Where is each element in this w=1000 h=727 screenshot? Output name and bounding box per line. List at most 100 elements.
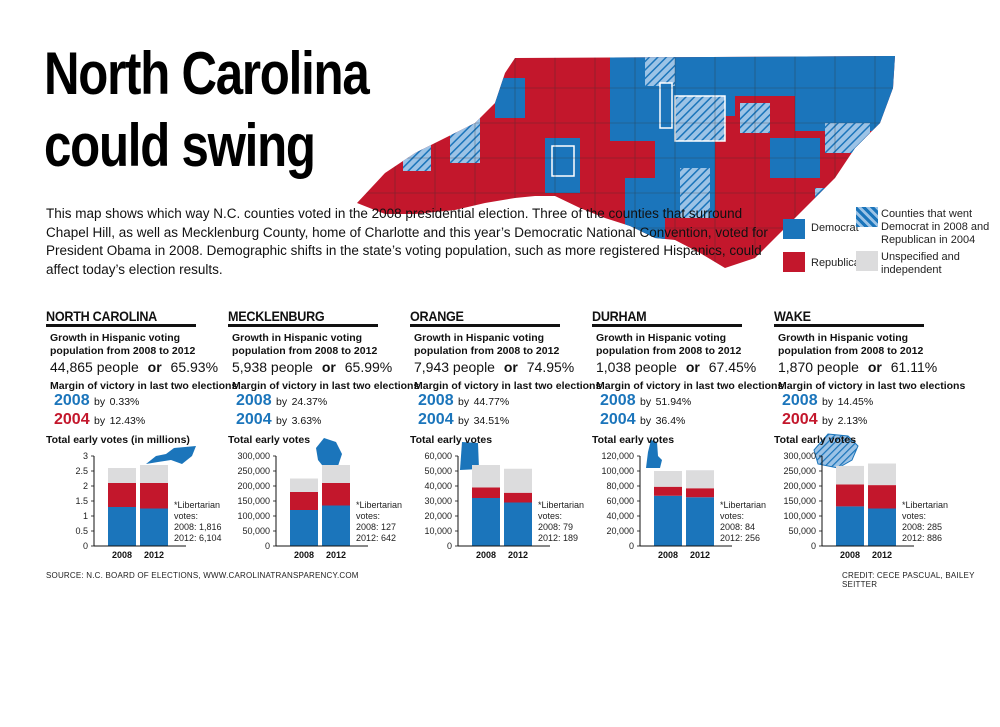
county-panel: WAKE Growth in Hispanic voting populatio… — [774, 303, 965, 560]
margin-2008-by: by — [94, 396, 106, 408]
bar-segment-republican — [322, 483, 350, 506]
margin-2004-value: 2.13% — [837, 415, 868, 427]
libertarian-header: *Libertarian votes: — [174, 500, 221, 521]
bar-segment-unspecified — [140, 465, 168, 483]
margin-2008: 2008 by 44.77% — [418, 392, 509, 410]
bar-segment-republican — [140, 483, 168, 509]
x-category-label: 2008 — [840, 550, 860, 560]
libertarian-header: *Libertarian votes: — [902, 500, 949, 521]
margin-2008-value: 14.45% — [837, 396, 874, 408]
y-tick-label: 250,000 — [237, 466, 270, 476]
libertarian-2008: 2008: 285 — [902, 522, 943, 532]
bar-segment-democrat — [322, 505, 350, 546]
margin-2004: 2004 by 2.13% — [782, 411, 867, 429]
county-panel: NORTH CAROLINA Growth in Hispanic voting… — [46, 303, 237, 560]
legend-swing-label: Counties that went Democrat in 2008 and … — [881, 208, 990, 246]
libertarian-2008: 2008: 79 — [538, 522, 574, 532]
legend-swing-swatch — [856, 207, 878, 227]
bar-segment-democrat — [108, 507, 136, 546]
bar-segment-republican — [654, 486, 682, 496]
growth-or: or — [503, 359, 518, 375]
margin-2004-by: by — [640, 415, 652, 427]
bar-segment-unspecified — [504, 468, 532, 493]
y-tick-label: 80,000 — [606, 481, 634, 491]
libertarian-2008: 2008: 1,816 — [174, 522, 222, 532]
x-category-label: 2008 — [476, 550, 496, 560]
bar-segment-unspecified — [108, 468, 136, 483]
margin-2008-year: 2008 — [782, 392, 818, 409]
x-category-label: 2008 — [294, 550, 314, 560]
bar-segment-democrat — [686, 497, 714, 546]
growth-people: 1,038 people — [596, 359, 677, 375]
x-category-label: 2012 — [508, 550, 528, 560]
margin-2008-year: 2008 — [600, 392, 636, 409]
bar-segment-republican — [108, 483, 136, 507]
libertarian-header: *Libertarian votes: — [538, 500, 585, 521]
y-tick-label: 2 — [83, 481, 88, 491]
bar-segment-republican — [472, 487, 500, 498]
early-votes-chart: 0 50,000 100,000 150,000 200,000 250,000 300,0… — [237, 451, 368, 560]
y-tick-label: 2.5 — [75, 466, 88, 476]
county-panel: ORANGE Growth in Hispanic voting populat… — [410, 303, 601, 560]
panel-title: ORANGE — [410, 308, 464, 324]
legend-unspecified-swatch — [856, 251, 878, 271]
libertarian-note: *Libertarian votes: 2008: 127 2012: 642 — [356, 500, 416, 544]
y-tick-label: 150,000 — [783, 496, 816, 506]
early-votes-chart: 0 10,000 20,000 30,000 40,000 50,000 60,000 200… — [424, 451, 550, 560]
total-votes-header: Total early votes — [410, 434, 493, 446]
growth-percent: 65.93% — [170, 359, 219, 375]
margin-2008: 2008 by 51.94% — [600, 392, 691, 410]
margin-2004-by: by — [458, 415, 470, 427]
bar-segment-unspecified — [868, 463, 896, 486]
county-panel: DURHAM Growth in Hispanic voting populat… — [592, 303, 783, 560]
growth-or: or — [685, 359, 700, 375]
y-tick-label: 300,000 — [237, 451, 270, 461]
margin-2008-value: 24.37% — [291, 396, 328, 408]
bar-segment-republican — [868, 485, 896, 509]
libertarian-2012: 2012: 256 — [720, 533, 761, 543]
margin-header: Margin of victory in last two elections — [414, 380, 602, 392]
margin-2008-by: by — [458, 396, 470, 408]
y-tick-label: 20,000 — [606, 526, 634, 536]
margin-2008-value: 51.94% — [655, 396, 692, 408]
source-note: SOURCE: N.C. BOARD OF ELECTIONS, WWW.CAR… — [46, 571, 359, 580]
y-tick-label: 60,000 — [606, 496, 634, 506]
total-votes-header: Total early votes — [228, 434, 311, 446]
margin-2008-year: 2008 — [236, 392, 272, 409]
margin-2008-value: 44.77% — [473, 396, 510, 408]
bar-segment-democrat — [140, 508, 168, 546]
margin-header: Margin of victory in last two elections — [778, 380, 966, 392]
y-tick-label: 50,000 — [424, 466, 452, 476]
total-votes-header: Total early votes — [774, 434, 857, 446]
panel-title: WAKE — [774, 308, 811, 324]
y-tick-label: 0 — [629, 541, 634, 551]
y-tick-label: 1.5 — [75, 496, 88, 506]
margin-2008: 2008 by 24.37% — [236, 392, 327, 410]
libertarian-2012: 2012: 189 — [538, 533, 579, 543]
bar-segment-republican — [686, 488, 714, 498]
margin-2004: 2004 by 12.43% — [54, 411, 145, 429]
bar-segment-unspecified — [654, 471, 682, 487]
legend-democrat-swatch — [783, 219, 805, 239]
bar-segment-democrat — [504, 502, 532, 546]
margin-2004-by: by — [276, 415, 288, 427]
bar-segment-republican — [504, 492, 532, 503]
growth-header: Growth in Hispanic voting population fro… — [414, 332, 560, 357]
growth-value: 1,870 people or 61.11% — [778, 359, 937, 375]
y-tick-label: 100,000 — [783, 511, 816, 521]
margin-2004-value: 12.43% — [109, 415, 146, 427]
bar-segment-republican — [836, 484, 864, 507]
libertarian-2008: 2008: 84 — [720, 522, 756, 532]
y-tick-label: 40,000 — [424, 481, 452, 491]
bar-segment-democrat — [472, 498, 500, 546]
legend-republican-swatch — [783, 252, 805, 272]
y-tick-label: 10,000 — [424, 526, 452, 536]
early-votes-chart: 0 20,000 40,000 60,000 80,000 100,000 120,000 2… — [601, 451, 732, 560]
margin-header: Margin of victory in last two elections — [232, 380, 420, 392]
margin-2004: 2004 by 36.4% — [600, 411, 685, 429]
bar-segment-unspecified — [322, 465, 350, 483]
growth-or: or — [147, 359, 162, 375]
growth-percent: 61.11% — [890, 359, 938, 375]
y-tick-label: 40,000 — [606, 511, 634, 521]
margin-header: Margin of victory in last two elections — [596, 380, 784, 392]
